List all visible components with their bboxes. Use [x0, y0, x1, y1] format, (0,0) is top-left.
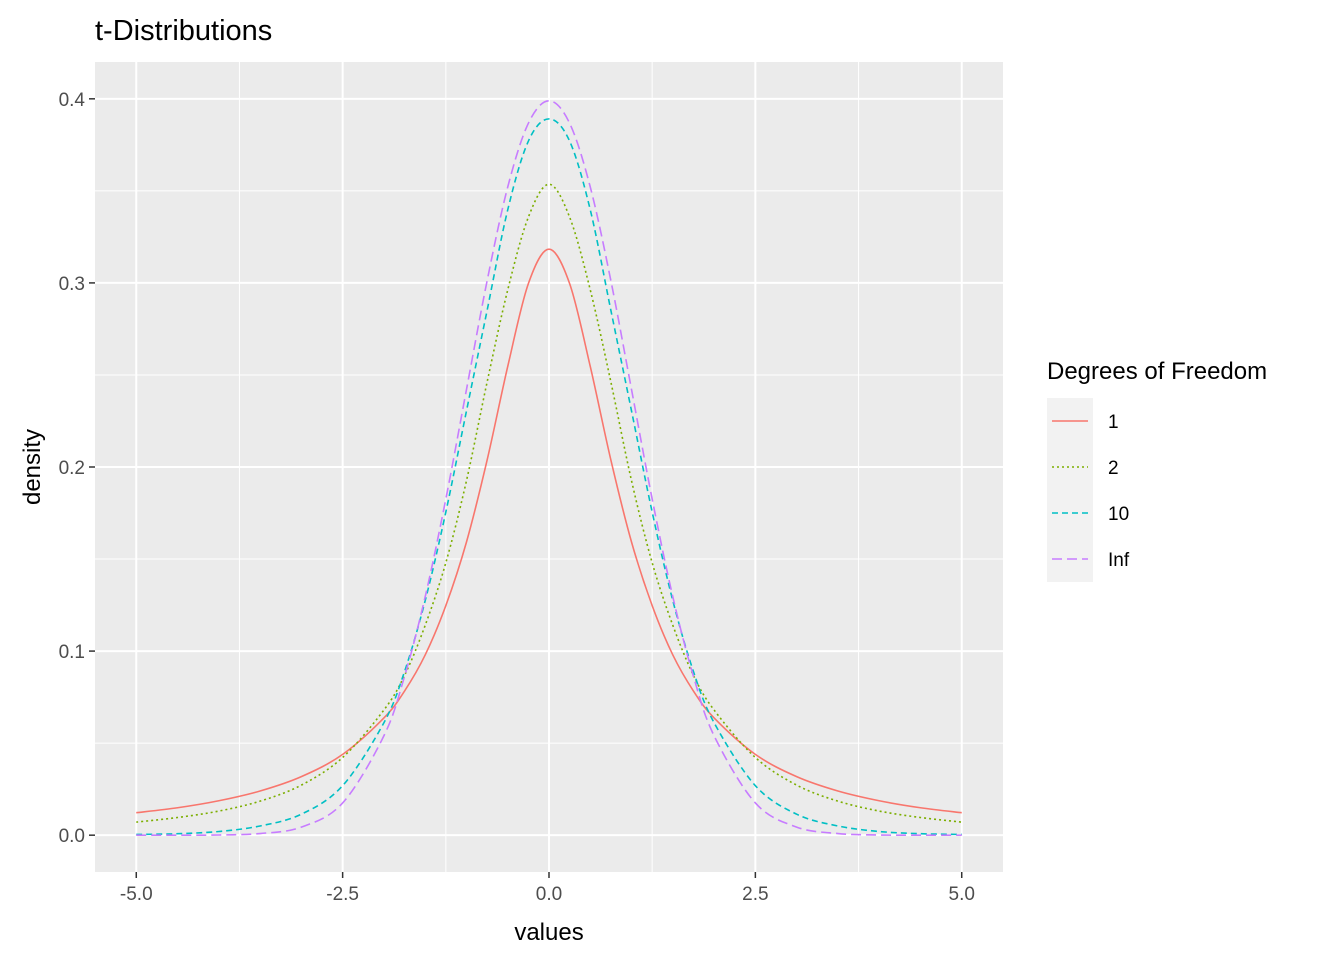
chart-title: t-Distributions [95, 15, 272, 47]
x-tick-label: -2.5 [326, 884, 359, 905]
series-line-df-inf [136, 100, 962, 836]
series-line-df-10 [136, 118, 962, 836]
legend-label-df-inf: Inf [1108, 550, 1130, 571]
x-tick-label: -5.0 [120, 884, 153, 905]
x-tick-label: 0.0 [536, 884, 562, 905]
legend-label-df-2: 2 [1108, 458, 1119, 479]
x-tick-label: 5.0 [949, 884, 975, 905]
y-tick-label: 0.1 [59, 642, 85, 663]
y-axis: 0.0 0.1 0.2 0.3 0.4 [59, 90, 95, 847]
y-tick-label: 0.2 [59, 458, 85, 479]
y-axis-title: density [19, 429, 46, 505]
x-axis: -5.0 -2.5 0.0 2.5 5.0 [120, 872, 975, 905]
major-gridlines [95, 62, 1003, 872]
legend-key-background [1047, 398, 1093, 582]
legend: Degrees of Freedom 1 2 10 Inf [1047, 358, 1267, 582]
y-tick-label: 0.4 [59, 90, 86, 111]
series-line-df-1 [136, 248, 962, 814]
legend-label-df-1: 1 [1108, 412, 1119, 433]
x-axis-title: values [514, 919, 583, 946]
series-layer [136, 100, 962, 836]
y-tick-label: 0.3 [59, 274, 85, 295]
y-tick-label: 0.0 [59, 826, 85, 847]
legend-title: Degrees of Freedom [1047, 358, 1267, 385]
x-tick-label: 2.5 [742, 884, 768, 905]
legend-label-df-10: 10 [1108, 504, 1129, 525]
